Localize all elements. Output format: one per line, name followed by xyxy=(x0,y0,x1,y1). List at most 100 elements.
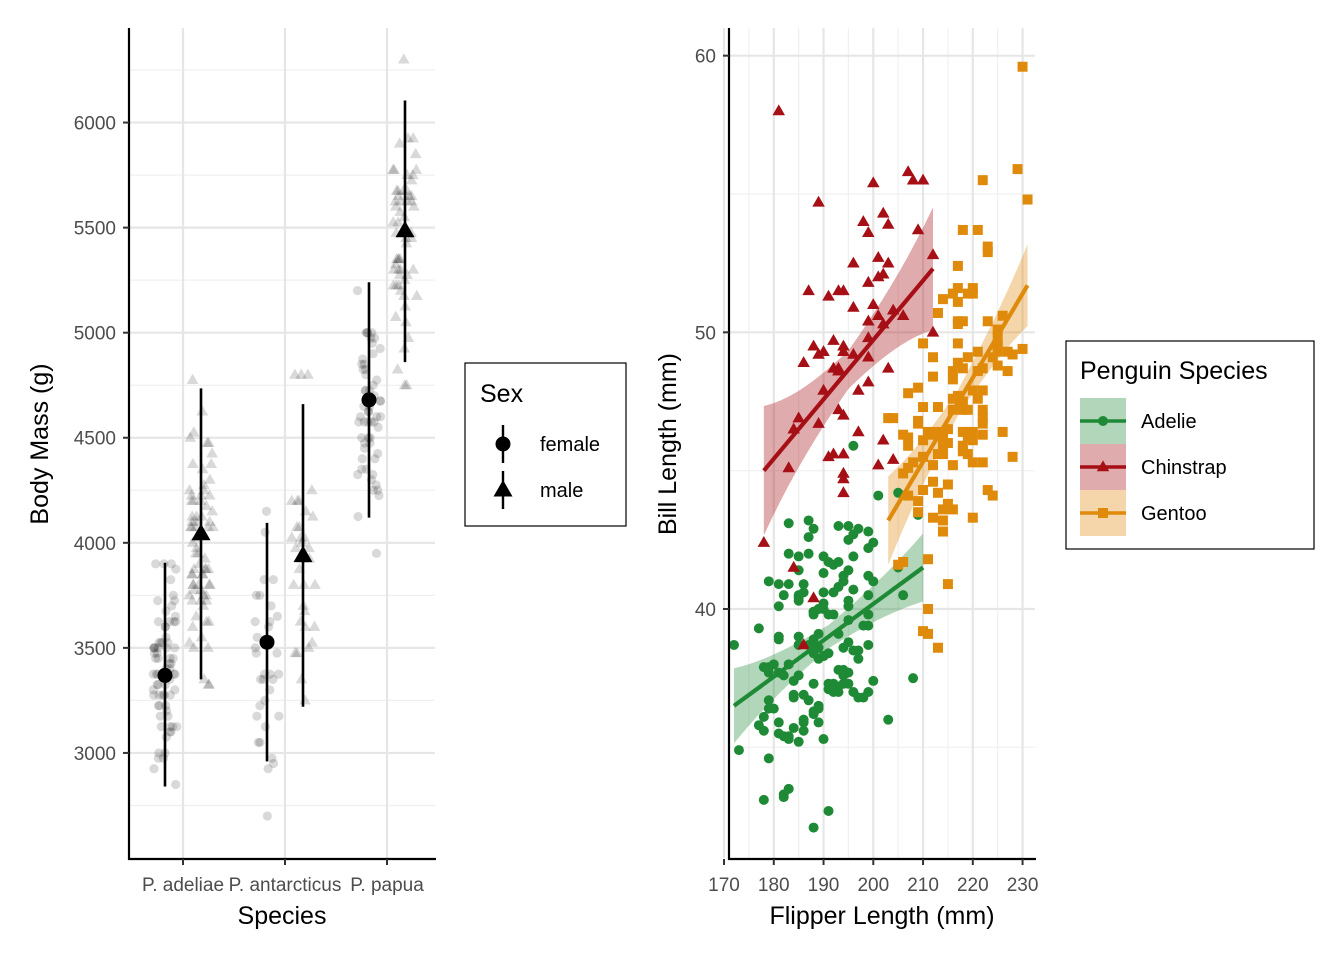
body-mass-point-male xyxy=(203,678,215,689)
body-mass-y-tick-label: 5000 xyxy=(74,324,116,345)
body-mass-point-male xyxy=(185,494,198,505)
point-chinstrap xyxy=(822,289,835,301)
body-mass-mean-female xyxy=(157,667,173,683)
body-mass-point-female xyxy=(151,653,161,663)
point-chinstrap xyxy=(812,417,825,428)
point-gentoo xyxy=(913,507,924,518)
point-adelie xyxy=(863,590,874,601)
point-adelie xyxy=(758,794,769,805)
body-mass-point-male xyxy=(387,263,400,274)
point-chinstrap xyxy=(881,256,895,268)
point-chinstrap xyxy=(881,361,895,373)
point-adelie xyxy=(848,551,859,562)
species-legend-marker-chinstrap xyxy=(1096,460,1110,472)
point-gentoo xyxy=(1007,451,1018,462)
body-mass-point-male xyxy=(392,184,404,195)
point-adelie xyxy=(783,518,794,529)
point-chinstrap xyxy=(807,339,820,351)
body-mass-point-female xyxy=(149,643,159,653)
point-gentoo xyxy=(992,346,1003,357)
fit-line-gentoo xyxy=(886,284,1030,522)
point-gentoo xyxy=(992,324,1003,335)
fit-line-chinstrap xyxy=(762,267,935,473)
point-gentoo xyxy=(932,487,943,498)
body-mass-point-male xyxy=(387,163,399,174)
point-chinstrap xyxy=(871,270,885,282)
point-gentoo xyxy=(982,316,993,327)
body-mass-point-male xyxy=(186,594,199,605)
point-adelie xyxy=(763,576,774,587)
body-mass-point-male xyxy=(389,195,402,206)
body-mass-point-female xyxy=(368,469,378,480)
body-mass-point-male xyxy=(407,132,420,143)
sex-legend-label: female xyxy=(540,434,600,456)
point-adelie xyxy=(838,678,849,689)
body-mass-point-male xyxy=(392,279,405,290)
body-mass-point-female xyxy=(260,527,270,537)
body-mass-point-male xyxy=(202,678,215,689)
body-mass-point-male xyxy=(290,520,303,532)
point-gentoo xyxy=(1017,61,1028,72)
bill-flipper-x-ticks: 170 180 190 200 210 220 230 xyxy=(708,859,1038,896)
point-gentoo xyxy=(947,460,958,471)
point-gentoo xyxy=(977,413,988,424)
body-mass-point-male xyxy=(303,541,315,553)
point-gentoo xyxy=(918,451,929,462)
species-legend-marker-adelie xyxy=(1098,416,1108,426)
body-mass-point-female xyxy=(148,685,158,695)
point-gentoo xyxy=(977,429,988,440)
point-gentoo xyxy=(942,438,953,448)
point-chinstrap xyxy=(837,339,850,351)
body-mass-point-female xyxy=(255,701,265,711)
body-mass-point-male xyxy=(193,557,206,568)
species-legend-label-adelie: Adelie xyxy=(1141,411,1197,433)
body-mass-point-male xyxy=(202,562,215,574)
point-chinstrap xyxy=(911,223,925,235)
body-mass-point-male xyxy=(391,363,404,374)
body-mass-point-female xyxy=(165,722,175,732)
point-chinstrap xyxy=(812,195,825,207)
body-mass-point-female xyxy=(268,758,279,769)
point-chinstrap xyxy=(792,411,805,423)
point-adelie xyxy=(818,568,829,579)
point-gentoo xyxy=(952,338,963,349)
body-mass-point-female xyxy=(152,680,162,690)
body-mass-point-female xyxy=(169,595,180,606)
body-mass-mean-female xyxy=(361,392,377,408)
body-mass-point-male xyxy=(198,673,211,684)
body-mass-y-tick-label: 5500 xyxy=(74,219,116,240)
body-mass-point-male xyxy=(187,641,200,652)
body-mass-point-male xyxy=(200,594,213,605)
body-mass-point-male xyxy=(295,368,308,379)
point-gentoo xyxy=(942,579,953,590)
body-mass-point-male xyxy=(405,195,418,206)
body-mass-point-female xyxy=(170,685,180,695)
body-mass-point-female xyxy=(153,753,163,763)
body-mass-point-male xyxy=(305,484,318,495)
point-adelie xyxy=(908,673,919,684)
body-mass-point-female xyxy=(260,722,270,732)
body-mass-point-female xyxy=(368,349,378,359)
body-mass-point-female xyxy=(358,364,368,375)
body-mass-point-female xyxy=(369,417,379,427)
body-mass-y-axis-title: Body Mass (g) xyxy=(26,363,54,524)
body-mass-x-ticks: P. adeliae P. antarcticus P. papua xyxy=(142,859,424,896)
point-gentoo xyxy=(977,385,988,396)
point-gentoo xyxy=(957,404,968,415)
body-mass-point-female xyxy=(255,590,265,600)
point-gentoo xyxy=(913,415,924,426)
body-mass-point-female xyxy=(166,727,176,737)
body-mass-mean-female xyxy=(259,634,275,650)
point-adelie xyxy=(758,711,769,722)
body-mass-point-female xyxy=(168,653,178,663)
point-gentoo xyxy=(967,283,978,294)
body-mass-point-female xyxy=(274,711,284,721)
body-mass-point-male xyxy=(394,205,407,216)
body-mass-point-female xyxy=(375,412,386,422)
point-chinstrap xyxy=(876,206,890,218)
point-chinstrap xyxy=(847,256,860,268)
point-chinstrap xyxy=(837,472,850,484)
point-chinstrap xyxy=(797,638,810,650)
point-chinstrap xyxy=(857,215,870,226)
point-chinstrap xyxy=(906,173,920,185)
